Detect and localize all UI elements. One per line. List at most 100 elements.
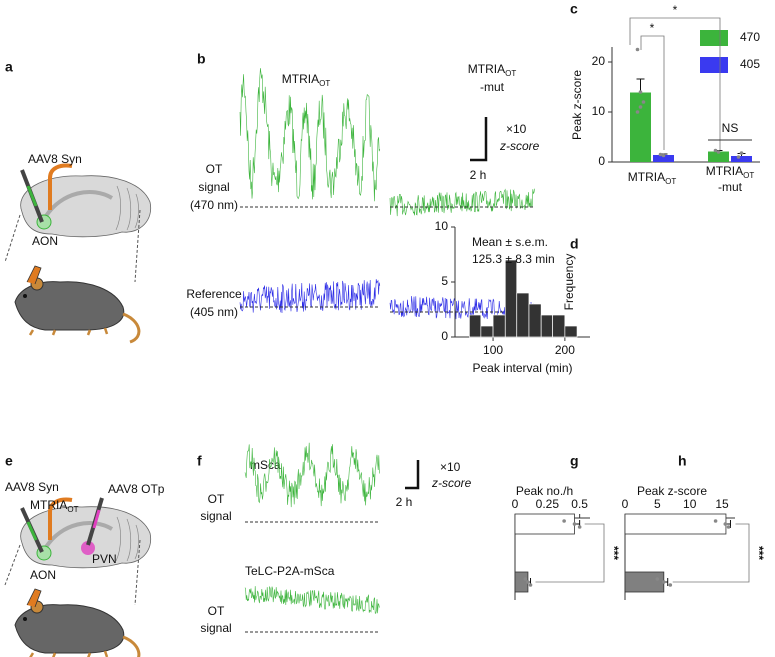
label-main: MTRIA [30, 498, 67, 512]
panel-label: b [197, 51, 206, 67]
bar [624, 513, 727, 535]
chart-title: Peak no./h [516, 484, 573, 498]
trace-title: -mut [480, 80, 505, 94]
y-tick-label: 0 [598, 154, 605, 168]
x-tick-label: 0.25 [536, 497, 560, 511]
significance-bracket [672, 523, 750, 583]
bar [514, 571, 529, 593]
label-sub: OT [665, 177, 676, 186]
histogram-bar [480, 325, 494, 338]
significance: NS [722, 121, 739, 135]
x-tick-label: 0 [622, 497, 629, 511]
trace [244, 442, 380, 508]
histogram-bar [564, 325, 578, 338]
label-main: MTRIA [282, 72, 319, 86]
trace [239, 68, 381, 202]
trace-title: MTRIAOT [282, 72, 331, 88]
data-point [635, 47, 640, 52]
legend-label: 405 [740, 57, 760, 71]
label-sub: OT [319, 79, 330, 88]
x-tick-label: 0.5 [571, 497, 588, 511]
condition-label: TeLC-P2A-mSca [245, 564, 335, 578]
virus-label: AAV8 Syn [5, 480, 59, 494]
scale-bar [405, 460, 420, 490]
label-main: MTRIA [628, 170, 665, 184]
legend-swatch [700, 57, 728, 73]
y-tick-label: 10 [435, 219, 449, 233]
label-sub: OT [743, 171, 754, 180]
data-point [528, 583, 533, 587]
scale-label: 2 h [396, 495, 413, 509]
signal-label: Reference [186, 287, 242, 301]
data-point [726, 525, 731, 529]
region-label: PVN [92, 552, 117, 566]
panel-label: h [678, 453, 687, 469]
data-point [662, 580, 666, 584]
data-point [562, 519, 566, 523]
data-point [716, 150, 721, 154]
scale-label: 2 h [470, 168, 487, 182]
histogram-bar [528, 303, 542, 338]
panel-label: c [570, 1, 578, 17]
significance: *** [752, 546, 766, 560]
trace-title: MTRIAOT [468, 62, 517, 78]
region-label: AON [30, 568, 56, 582]
zoom-lines [4, 209, 141, 283]
data-point [739, 151, 744, 155]
chart-title: Peak z-score [637, 484, 707, 498]
panel-label: f [197, 453, 202, 469]
legend-label: 470 [740, 30, 760, 44]
panel-label: e [5, 453, 13, 469]
significance: * [673, 3, 678, 17]
x-tick-label: 5 [654, 497, 661, 511]
data-point [661, 153, 666, 158]
trace [239, 279, 381, 314]
label-main: MTRIA [468, 62, 505, 76]
signal-label: signal [200, 509, 231, 523]
x-tick-label: 100 [483, 343, 503, 357]
bar [708, 151, 729, 162]
data-point [523, 577, 528, 581]
data-point [723, 522, 728, 526]
region-label: AON [32, 234, 58, 248]
syringe-fill [26, 521, 38, 541]
data-point [577, 525, 582, 529]
brain-illustration [18, 173, 153, 239]
histogram-bar [504, 259, 518, 338]
x-tick-label: MTRIAOT [628, 170, 677, 186]
data-point [572, 522, 577, 526]
scale-label: z-score [431, 476, 472, 490]
virus-label: AAV8 OTp [108, 482, 165, 496]
histogram-bar [469, 314, 482, 338]
x-axis-title: Peak interval (min) [472, 361, 572, 375]
scale-label: ×10 [506, 122, 527, 136]
panel-label: a [5, 59, 13, 75]
scale-label: ×10 [440, 460, 461, 474]
y-tick-label: 10 [592, 104, 606, 118]
bar [630, 92, 651, 162]
label-sub: OT [505, 69, 516, 78]
significance-bracket [629, 17, 721, 150]
bar [731, 156, 752, 162]
mouse-illustration [13, 264, 141, 344]
construct-label: MTRIAOT [30, 498, 79, 514]
y-axis-title: Frequency [562, 254, 576, 311]
signal-label: signal [198, 180, 229, 194]
data-point [635, 110, 640, 114]
significance: *** [607, 546, 621, 560]
data-point [713, 519, 718, 523]
data-point [641, 100, 646, 104]
y-axis-title: Peak z-score [570, 70, 584, 140]
virus-label: AAV8 Syn [28, 152, 82, 166]
x-tick-label: MTRIAOT [706, 164, 755, 180]
y-tick-label: 5 [441, 274, 448, 288]
scale-label: z-score [499, 139, 540, 153]
trace [244, 586, 380, 614]
panel-label: g [570, 453, 579, 469]
panel-label: d [570, 236, 579, 252]
scale-bar [470, 117, 488, 162]
significance: * [650, 21, 655, 35]
annotation: 125.3 ± 8.3 min [472, 252, 555, 266]
significance-bracket [535, 523, 605, 583]
